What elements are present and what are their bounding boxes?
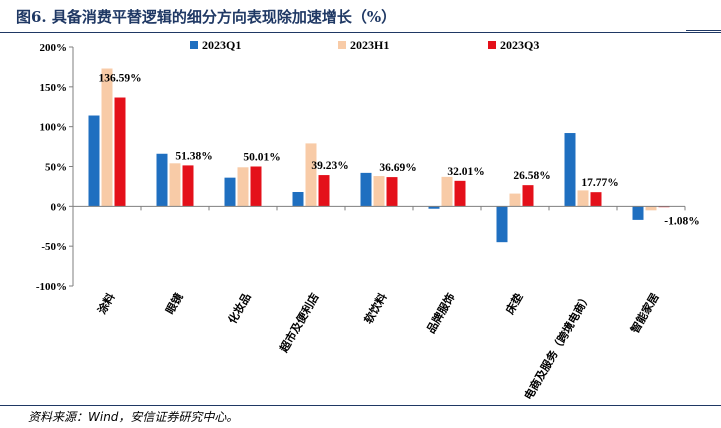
bar-2023Q3-1: [114, 97, 126, 207]
data-label-9: -1.08%: [664, 215, 699, 227]
legend: 2023Q1 2023H1 2023Q3: [190, 38, 539, 52]
y-tick-label: -50%: [41, 241, 67, 253]
bar-2023Q1-4: [292, 191, 304, 207]
bar-2023Q3-6: [454, 180, 466, 207]
category-label-1: 涂料: [94, 291, 117, 317]
data-label-1: 136.59%: [98, 73, 141, 85]
y-tick-label: 0%: [51, 201, 68, 213]
bar-2023Q3-7: [522, 185, 534, 207]
category-label-9: 智能家居: [627, 291, 661, 336]
bar-2023H1-5: [373, 176, 385, 207]
legend-swatch-2023Q3: [488, 41, 496, 49]
bar-2023Q1-6: [428, 206, 440, 209]
legend-swatch-2023H1: [338, 41, 346, 49]
bar-2023Q3-8: [590, 192, 602, 207]
bar-2023Q1-9: [632, 206, 644, 220]
bar-2023H1-2: [169, 163, 181, 207]
category-label-4: 超市及便利店: [276, 291, 322, 356]
data-label-4: 39.23%: [311, 160, 348, 172]
bar-2023Q1-5: [360, 172, 372, 207]
bar-chart: 2023Q1 2023H1 2023Q3 -100% -50% 0% 50% 100% 150…: [36, 38, 700, 403]
y-tick-label: 150%: [40, 82, 68, 94]
data-label-8: 17.77%: [581, 177, 618, 189]
y-tick-label: -100%: [36, 281, 67, 293]
x-axis: [72, 205, 686, 211]
data-label-2: 51.38%: [175, 150, 212, 162]
legend-label-2023Q1: 2023Q1: [202, 38, 241, 52]
y-tick-label: 200%: [40, 42, 68, 54]
bar-2023Q3-5: [386, 177, 398, 207]
data-label-3: 50.01%: [243, 151, 280, 163]
legend-label-2023H1: 2023H1: [350, 38, 389, 52]
bar-2023Q1-3: [224, 177, 236, 207]
y-tick-label: 50%: [45, 162, 67, 174]
category-label-2: 眼镜: [162, 291, 185, 317]
bar-2023Q3-3: [250, 166, 262, 207]
title-rule-accent: [686, 30, 721, 31]
bar-2023Q3-4: [318, 175, 330, 207]
bar-2023Q1-7: [496, 206, 508, 243]
bar-2023Q1-2: [156, 153, 168, 207]
category-label-7: 床垫: [502, 291, 525, 317]
footer-rule: [0, 405, 721, 406]
bar-2023H1-6: [441, 176, 453, 207]
data-label-5: 36.69%: [379, 162, 416, 174]
title-rule: [0, 32, 721, 33]
bar-2023H1-3: [237, 167, 249, 207]
bar-2023H1-8: [577, 190, 589, 207]
bar-2023Q1-1: [88, 115, 100, 207]
data-label-7: 26.58%: [513, 170, 550, 182]
bar-2023H1-4: [305, 143, 317, 207]
category-label-5: 软饮料: [361, 291, 390, 327]
bar-2023H1-7: [509, 193, 521, 207]
bar-2023Q1-8: [564, 133, 576, 207]
bar-2023H1-1: [101, 68, 113, 207]
category-label-3: 化妆品: [225, 291, 254, 327]
legend-label-2023Q3: 2023Q3: [500, 38, 539, 52]
figure-title: 图6. 具备消费平替逻辑的细分方向表现除加速增长（%）: [16, 8, 397, 26]
y-axis: -100% -50% 0% 50% 100% 150% 200%: [36, 42, 74, 293]
source-note: 资料来源：Wind，安信证券研究中心。: [28, 410, 239, 424]
legend-swatch-2023Q1: [190, 41, 198, 49]
category-label-6: 品牌服饰: [423, 291, 457, 336]
bar-2023H1-9: [645, 206, 657, 211]
category-label-8: 电商及服务（跨境电商）: [521, 291, 594, 403]
data-labels: 136.59% 51.38% 50.01% 39.23% 36.69% 32.01% 26.…: [98, 73, 699, 228]
y-tick-label: 100%: [40, 122, 68, 134]
bars: [88, 68, 670, 243]
data-label-6: 32.01%: [447, 166, 484, 178]
bar-2023Q3-2: [182, 165, 194, 207]
